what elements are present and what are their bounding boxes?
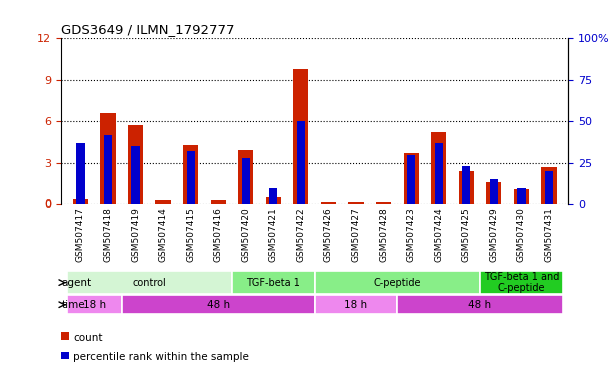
Bar (269, 188, 277, 204)
Bar (297, 121, 305, 204)
Text: GSM507414: GSM507414 (159, 208, 167, 262)
Bar (480, 271, 563, 294)
Text: GSM507422: GSM507422 (296, 208, 306, 262)
Text: TGF-beta 1 and
C-peptide: TGF-beta 1 and C-peptide (484, 272, 559, 293)
Bar (76, 143, 84, 204)
Text: GSM507420: GSM507420 (241, 208, 251, 262)
Text: GSM507418: GSM507418 (103, 208, 112, 263)
Bar (67, 295, 122, 314)
Bar (431, 132, 446, 204)
Bar (186, 151, 195, 204)
Text: GSM507417: GSM507417 (76, 208, 85, 263)
Text: GSM507421: GSM507421 (269, 208, 278, 262)
Bar (518, 188, 525, 204)
Bar (293, 69, 309, 204)
Bar (183, 145, 198, 204)
Bar (211, 200, 226, 204)
Bar (315, 271, 480, 294)
Bar (545, 171, 553, 204)
Text: GSM507423: GSM507423 (407, 208, 415, 262)
Bar (128, 126, 143, 204)
Text: GSM507429: GSM507429 (489, 208, 499, 262)
Text: TGF-beta 1: TGF-beta 1 (246, 278, 300, 288)
Bar (104, 135, 112, 204)
Text: GSM507419: GSM507419 (131, 208, 140, 263)
Text: GSM507427: GSM507427 (351, 208, 360, 262)
Bar (100, 113, 115, 204)
Bar (321, 202, 336, 204)
Bar (348, 202, 364, 204)
Text: GSM507424: GSM507424 (434, 208, 443, 262)
Bar (67, 271, 232, 294)
Text: GSM507430: GSM507430 (517, 208, 526, 263)
Text: GDS3649 / ILMN_1792777: GDS3649 / ILMN_1792777 (61, 23, 235, 36)
Bar (434, 143, 443, 204)
Bar (462, 166, 470, 204)
Text: percentile rank within the sample: percentile rank within the sample (73, 352, 249, 362)
Bar (315, 295, 397, 314)
Bar (122, 295, 315, 314)
Bar (266, 197, 281, 204)
Text: time: time (62, 300, 86, 310)
Text: GSM507428: GSM507428 (379, 208, 388, 262)
Text: 48 h: 48 h (469, 300, 492, 310)
Text: C-peptide: C-peptide (373, 278, 421, 288)
Bar (514, 189, 529, 204)
Bar (486, 182, 502, 204)
Bar (489, 179, 498, 204)
Text: GSM507415: GSM507415 (186, 208, 195, 263)
Bar (407, 154, 415, 204)
Bar (73, 199, 88, 204)
Bar (459, 171, 474, 204)
Bar (541, 167, 557, 204)
Bar (397, 295, 563, 314)
Text: GSM507425: GSM507425 (462, 208, 470, 262)
Text: 18 h: 18 h (345, 300, 368, 310)
Text: 48 h: 48 h (207, 300, 230, 310)
Text: count: count (73, 333, 103, 343)
Text: agent: agent (62, 278, 92, 288)
Text: 18 h: 18 h (82, 300, 106, 310)
Text: GSM507426: GSM507426 (324, 208, 333, 262)
Bar (131, 146, 140, 204)
Bar (155, 200, 170, 204)
Text: 0: 0 (44, 199, 51, 209)
Bar (403, 153, 419, 204)
Text: GSM507431: GSM507431 (544, 208, 554, 263)
Text: GSM507416: GSM507416 (214, 208, 222, 263)
Bar (232, 271, 315, 294)
Text: control: control (133, 278, 166, 288)
Bar (376, 202, 391, 204)
Bar (238, 151, 254, 204)
Bar (241, 158, 250, 204)
